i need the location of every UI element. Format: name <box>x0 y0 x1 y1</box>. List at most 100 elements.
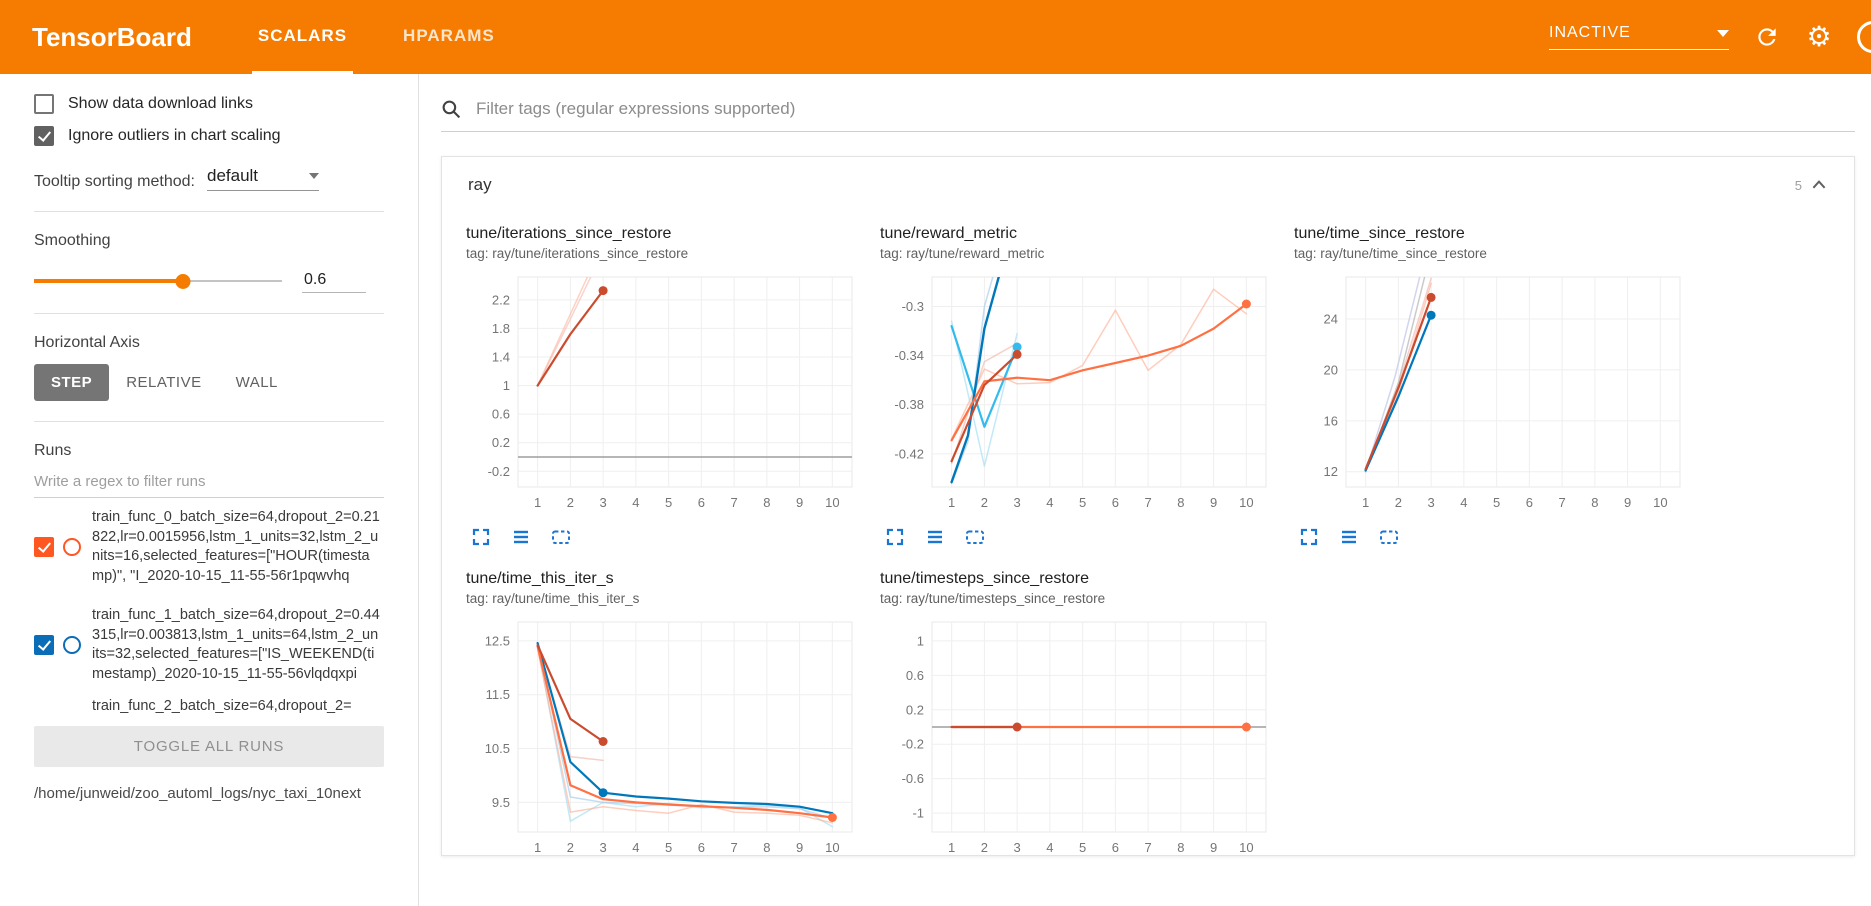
svg-text:0.6: 0.6 <box>906 668 924 683</box>
svg-text:5: 5 <box>1079 495 1086 510</box>
ignore-outliers-checkbox[interactable] <box>34 126 54 146</box>
run-item[interactable]: train_func_2_batch_size=64,dropout_2= <box>34 695 384 721</box>
tag-filter-input[interactable] <box>474 98 1855 120</box>
header-actions: INACTIVE ⚙ <box>1549 21 1871 53</box>
svg-text:3: 3 <box>600 495 607 510</box>
ignore-outliers-row[interactable]: Ignore outliers in chart scaling <box>34 126 384 146</box>
chart-tag: tag: ray/tune/timesteps_since_restore <box>880 591 1106 606</box>
axis-step-button[interactable]: STEP <box>34 364 110 401</box>
svg-text:10: 10 <box>825 840 839 855</box>
svg-text:8: 8 <box>1177 495 1184 510</box>
run-solo-radio[interactable] <box>63 538 81 557</box>
expand-chart-icon[interactable] <box>884 526 906 548</box>
svg-text:1: 1 <box>917 633 924 648</box>
run-item[interactable]: train_func_1_batch_size=64,dropout_2=0.4… <box>34 596 384 694</box>
slider-thumb[interactable] <box>175 273 191 289</box>
svg-text:3: 3 <box>1428 495 1435 510</box>
log-scale-icon[interactable] <box>1338 526 1360 548</box>
settings-icon[interactable]: ⚙ <box>1806 21 1832 52</box>
status-dropdown[interactable]: INACTIVE <box>1549 24 1729 50</box>
run-checkbox[interactable] <box>34 635 54 656</box>
svg-text:4: 4 <box>632 495 639 510</box>
run-solo-radio[interactable] <box>63 636 81 655</box>
svg-text:7: 7 <box>1145 840 1152 855</box>
svg-text:4: 4 <box>632 840 639 855</box>
tab-bar: SCALARS HPARAMS <box>251 0 545 74</box>
search-icon <box>442 100 461 118</box>
chart-card: tune/reward_metric tag: ray/tune/reward_m… <box>880 213 1280 554</box>
svg-text:4: 4 <box>1046 495 1053 510</box>
chart-card: tune/time_this_iter_s tag: ray/tune/time_… <box>466 558 866 856</box>
svg-text:2: 2 <box>567 495 574 510</box>
horizontal-axis-label: Horizontal Axis <box>34 334 140 351</box>
svg-text:9: 9 <box>1210 840 1217 855</box>
svg-text:2: 2 <box>1395 495 1402 510</box>
svg-text:5: 5 <box>665 495 672 510</box>
svg-text:2: 2 <box>981 840 988 855</box>
tag-group-header[interactable]: ray 5 <box>442 157 1854 213</box>
chart-card: tune/iterations_since_restore tag: ray/tu… <box>466 213 866 554</box>
tooltip-sorting-value: default <box>206 166 259 185</box>
chart-title: tune/reward_metric <box>880 225 1017 242</box>
smoothing-value-input[interactable]: 0.6 <box>302 268 366 293</box>
fit-domain-icon[interactable] <box>964 526 986 548</box>
chart-title: tune/iterations_since_restore <box>466 225 672 242</box>
svg-text:11.5: 11.5 <box>486 687 510 702</box>
tab-scalars[interactable]: SCALARS <box>251 0 354 74</box>
runs-filter-input[interactable] <box>34 466 384 498</box>
chart-card: tune/timesteps_since_restore tag: ray/tun… <box>880 558 1280 856</box>
app-logo: TensorBoard <box>32 21 192 52</box>
run-checkbox[interactable] <box>34 537 54 558</box>
show-download-links-checkbox[interactable] <box>34 94 54 114</box>
tag-group-card: ray 5 tune/iterations_since_restore tag: … <box>441 156 1855 856</box>
run-item[interactable]: train_func_0_batch_size=64,dropout_2=0.2… <box>34 498 384 596</box>
tag-group-title: ray <box>468 175 492 194</box>
svg-text:16: 16 <box>1324 413 1338 428</box>
chart-tag: tag: ray/tune/time_since_restore <box>1294 246 1487 261</box>
toggle-all-runs-button[interactable]: TOGGLE ALL RUNS <box>34 726 384 767</box>
smoothing-slider[interactable] <box>34 273 282 289</box>
show-download-links-row[interactable]: Show data download links <box>34 94 384 114</box>
svg-text:-0.6: -0.6 <box>902 771 924 786</box>
tag-group-count: 5 <box>1794 177 1802 193</box>
show-download-links-label: Show data download links <box>68 95 254 112</box>
log-scale-icon[interactable] <box>510 526 532 548</box>
collapse-icon[interactable] <box>1810 176 1828 194</box>
refresh-icon[interactable] <box>1753 23 1781 51</box>
svg-text:1.4: 1.4 <box>492 350 510 365</box>
svg-text:10: 10 <box>825 495 839 510</box>
svg-text:5: 5 <box>1493 495 1500 510</box>
chevron-down-icon <box>1717 29 1729 37</box>
svg-text:1.8: 1.8 <box>492 321 510 336</box>
svg-text:2: 2 <box>981 495 988 510</box>
svg-text:6: 6 <box>1112 840 1119 855</box>
chart-tag: tag: ray/tune/reward_metric <box>880 246 1045 261</box>
sidebar: Show data download links Ignore outliers… <box>0 74 419 906</box>
run-label: train_func_1_batch_size=64,dropout_2=0.4… <box>92 607 380 682</box>
line-chart[interactable]: 1 2 3 4 5 6 7 8 9 10 9.5 10.5 11.5 12.5 <box>466 612 864 856</box>
chart-title: tune/timesteps_since_restore <box>880 570 1089 587</box>
log-scale-icon[interactable] <box>924 526 946 548</box>
svg-text:0.2: 0.2 <box>492 435 510 450</box>
svg-text:1: 1 <box>948 840 955 855</box>
line-chart[interactable]: 1 2 3 4 5 6 7 8 9 10 -0.2 0.2 0.6 1 1.4 1.8 2.2 <box>466 267 864 517</box>
svg-text:-0.38: -0.38 <box>894 397 924 412</box>
fit-domain-icon[interactable] <box>550 526 572 548</box>
axis-relative-button[interactable]: RELATIVE <box>126 374 202 391</box>
svg-text:2.2: 2.2 <box>492 292 510 307</box>
tooltip-sorting-select[interactable]: default <box>206 166 319 191</box>
svg-text:6: 6 <box>1112 495 1119 510</box>
tab-hparams[interactable]: HPARAMS <box>403 25 495 45</box>
axis-wall-button[interactable]: WALL <box>235 374 278 391</box>
svg-text:0.2: 0.2 <box>906 702 924 717</box>
svg-text:5: 5 <box>1079 840 1086 855</box>
fit-domain-icon[interactable] <box>1378 526 1400 548</box>
smoothing-label: Smoothing <box>34 232 111 249</box>
line-chart[interactable]: 1 2 3 4 5 6 7 8 9 10 -1 -0.6 -0.2 0.2 0.6 1 <box>880 612 1278 856</box>
help-icon[interactable] <box>1857 21 1871 53</box>
expand-chart-icon[interactable] <box>1298 526 1320 548</box>
expand-chart-icon[interactable] <box>470 526 492 548</box>
line-chart[interactable]: 1 2 3 4 5 6 7 8 9 10 -0.3 -0.34 -0.38 -0.42 <box>880 267 1278 517</box>
svg-text:-0.3: -0.3 <box>902 299 924 314</box>
